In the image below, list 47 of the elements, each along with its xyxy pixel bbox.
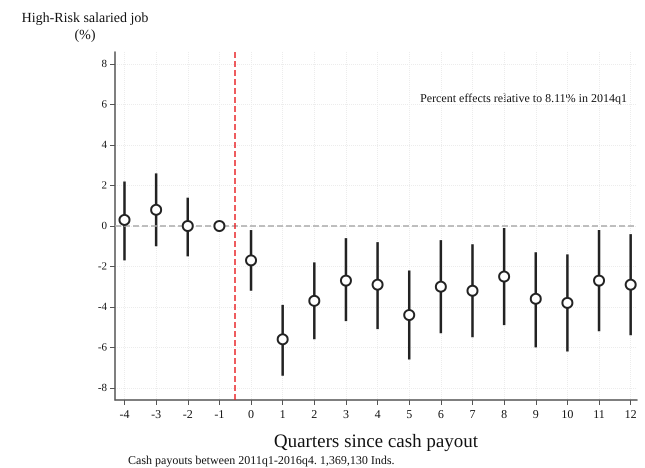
x-tick-label: 6 <box>438 407 444 421</box>
x-tick-label: 2 <box>311 407 318 421</box>
x-axis-title: Quarters since cash payout <box>274 431 479 452</box>
point <box>403 309 416 322</box>
x-tick-label: 8 <box>501 407 508 421</box>
x-tick-label: -3 <box>151 407 162 421</box>
x-tick-label: -2 <box>182 407 193 421</box>
x-tick-label: -1 <box>214 407 224 421</box>
y-tick-label: -8 <box>98 382 108 394</box>
y-tick-label: 4 <box>102 139 108 152</box>
annotation: Percent effects relative to 8.11% in 2014q1 <box>420 91 627 105</box>
point <box>624 278 637 291</box>
y-tick-label: -2 <box>98 260 107 272</box>
point <box>276 333 289 346</box>
x-tick-label: 11 <box>593 407 605 421</box>
y-axis-title: High-Risk salaried job (%) <box>22 11 148 43</box>
point <box>593 274 606 287</box>
x-tick-label: 9 <box>532 407 539 421</box>
y-tick-label: 0 <box>102 220 108 232</box>
point <box>150 204 162 216</box>
x-tick-label: 7 <box>469 407 476 421</box>
x-tick-label: 0 <box>248 407 254 421</box>
point <box>466 284 478 297</box>
x-tick-label: 12 <box>624 407 637 421</box>
point <box>245 254 258 266</box>
point <box>340 274 352 287</box>
text: Cash payouts between 2011q1-2016q4. 1,369,130 Inds. <box>128 453 395 467</box>
y-tick-label: 6 <box>102 98 108 111</box>
y-tick-label: -4 <box>98 300 108 313</box>
point <box>213 220 226 232</box>
point <box>308 294 320 307</box>
point <box>434 280 447 293</box>
x-tick-label: 3 <box>342 407 349 421</box>
x-tick-label: 1 <box>280 407 286 421</box>
point <box>498 270 510 283</box>
point <box>561 296 574 309</box>
y-tick-label: 2 <box>102 180 107 192</box>
x-tick-label: 10 <box>561 407 574 421</box>
point <box>182 220 194 232</box>
y-tick-label: 8 <box>102 58 108 70</box>
point <box>372 278 384 291</box>
point <box>530 292 542 305</box>
point <box>118 214 130 226</box>
x-tick-label: 4 <box>374 407 381 421</box>
x-tick-label: 5 <box>406 407 412 421</box>
y-tick-label: -6 <box>98 341 108 354</box>
x-tick-label: -4 <box>119 407 130 421</box>
